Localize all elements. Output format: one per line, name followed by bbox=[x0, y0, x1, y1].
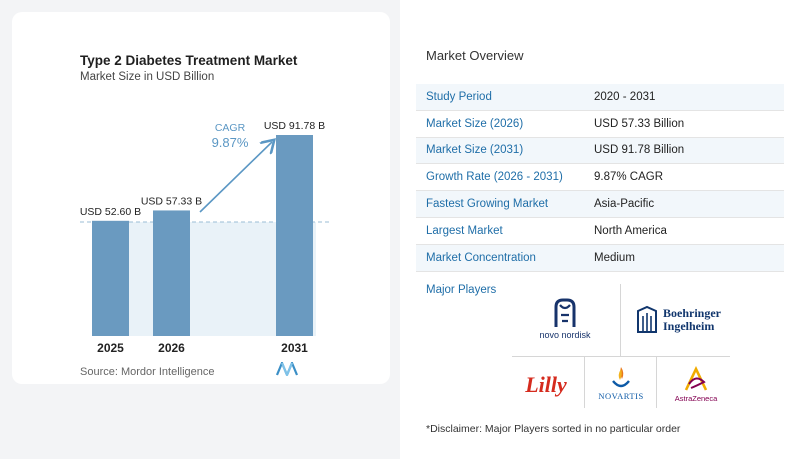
overview-row: Study Period 2020 - 2031 bbox=[416, 84, 784, 111]
overview-row-value: USD 91.78 Billion bbox=[594, 144, 685, 157]
lilly-name: Lilly bbox=[525, 372, 567, 397]
overview-row-value: 2020 - 2031 bbox=[594, 90, 656, 103]
overview-title: Market Overview bbox=[426, 48, 524, 63]
cagr-arrow bbox=[199, 142, 272, 213]
bar-value-label: USD 91.78 B bbox=[264, 120, 325, 132]
x-tick-label: 2025 bbox=[97, 341, 124, 355]
bar-chart: USD 52.60 B 2025 USD 57.33 B 2026 USD 91.78 … bbox=[80, 120, 330, 355]
astrazeneca-symbol-icon bbox=[684, 365, 708, 391]
bar-value-label: USD 57.33 B bbox=[141, 195, 202, 207]
overview-table: Study Period 2020 - 2031 Market Size (2026… bbox=[416, 84, 784, 272]
x-tick-label: 2026 bbox=[158, 341, 185, 355]
overview-row-label: Market Size (2026) bbox=[426, 117, 524, 130]
novo-nordisk-name: novo nordisk bbox=[539, 329, 591, 340]
chart-subtitle: Market Size in USD Billion bbox=[80, 71, 215, 83]
logo-divider bbox=[620, 284, 621, 356]
source-text: Source: Mordor Intelligence bbox=[80, 366, 215, 378]
overview-row: Largest Market North America bbox=[416, 218, 784, 245]
overview-row-value: North America bbox=[594, 224, 667, 237]
bar-2025 bbox=[92, 220, 129, 336]
overview-row-label: Market Concentration bbox=[426, 251, 536, 264]
overview-row: Market Concentration Medium bbox=[416, 244, 784, 272]
bar-2031 bbox=[276, 135, 313, 336]
boehringer-building-icon bbox=[637, 305, 657, 333]
boehringer-logo: Boehringer Ingelheim bbox=[630, 298, 726, 342]
ingelheim-name: Ingelheim bbox=[663, 319, 715, 333]
x-tick-label: 2031 bbox=[281, 341, 308, 355]
logo-divider bbox=[584, 356, 585, 408]
mordor-logo-icon bbox=[276, 362, 299, 376]
overview-row-label: Market Size (2031) bbox=[426, 144, 524, 157]
bar-2026 bbox=[153, 210, 190, 336]
astrazeneca-name: AstraZeneca bbox=[674, 393, 718, 403]
lilly-logo: Lilly bbox=[514, 366, 578, 404]
novartis-name: NOVARTIS bbox=[598, 391, 644, 401]
cagr-value: 9.87% bbox=[212, 135, 249, 150]
novartis-logo: NOVARTIS bbox=[588, 360, 654, 406]
major-players-title: Major Players bbox=[426, 284, 497, 296]
logo-divider bbox=[512, 356, 730, 357]
overview-row-value: Asia-Pacific bbox=[594, 198, 655, 211]
astrazeneca-logo: AstraZeneca bbox=[664, 362, 728, 406]
novartis-flame-icon bbox=[612, 367, 630, 388]
bar-value-label: USD 52.60 B bbox=[80, 206, 141, 218]
cagr-label: CAGR bbox=[215, 122, 246, 134]
overview-row-value: USD 57.33 Billion bbox=[594, 117, 685, 130]
overview-row-value: Medium bbox=[594, 251, 635, 264]
apis-bull-icon bbox=[554, 298, 576, 327]
overview-row-label: Fastest Growing Market bbox=[426, 198, 549, 211]
overview-row-label: Growth Rate (2026 - 2031) bbox=[426, 171, 563, 184]
overview-row-label: Largest Market bbox=[426, 224, 503, 237]
overview-row: Market Size (2031) USD 91.78 Billion bbox=[416, 137, 784, 165]
novo-nordisk-logo: novo nordisk bbox=[526, 292, 604, 344]
chart-title: Type 2 Diabetes Treatment Market bbox=[80, 53, 298, 68]
logo-divider bbox=[656, 356, 657, 408]
overview-row: Market Size (2026) USD 57.33 Billion bbox=[416, 111, 784, 138]
boehringer-name: Boehringer bbox=[663, 306, 721, 321]
overview-row-value: 9.87% CAGR bbox=[594, 171, 664, 184]
overview-row-label: Study Period bbox=[426, 90, 492, 103]
overview-row: Growth Rate (2026 - 2031) 9.87% CAGR bbox=[416, 164, 784, 192]
overview-panel bbox=[400, 0, 800, 459]
overview-row: Fastest Growing Market Asia-Pacific bbox=[416, 191, 784, 218]
disclaimer-text: *Disclaimer: Major Players sorted in no … bbox=[426, 423, 681, 435]
